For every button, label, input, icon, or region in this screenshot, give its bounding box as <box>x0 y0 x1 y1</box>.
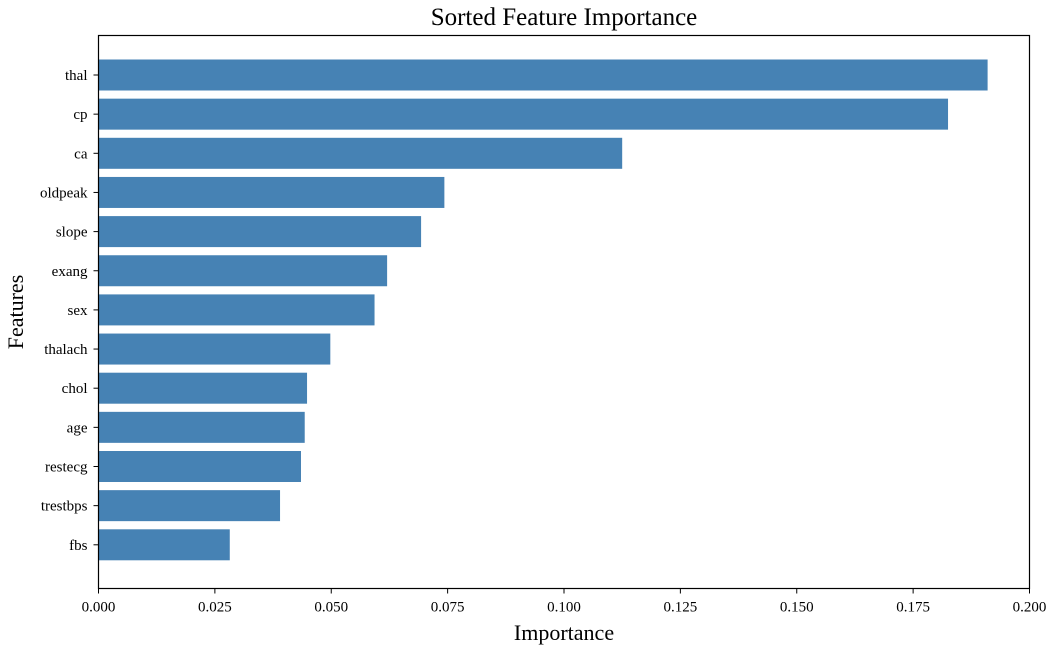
y-tick-label: slope <box>56 225 88 241</box>
bar-age <box>98 411 305 443</box>
x-tick-label: 0.175 <box>896 600 930 616</box>
bar-ca <box>98 137 623 169</box>
x-tick-label: 0.000 <box>82 600 116 616</box>
bars-group <box>98 59 988 561</box>
bar-chol <box>98 372 308 404</box>
bar-oldpeak <box>98 176 445 208</box>
y-tick-label: trestbps <box>41 499 88 515</box>
x-axis-label: Importance <box>514 620 614 645</box>
bar-trestbps <box>98 490 281 522</box>
y-tick-label: ca <box>74 146 88 162</box>
x-tick-label: 0.050 <box>314 600 348 616</box>
x-tick-label: 0.075 <box>431 600 465 616</box>
x-tick-label: 0.100 <box>547 600 581 616</box>
bar-fbs <box>98 529 230 561</box>
bar-thalach <box>98 333 331 365</box>
plot-frame <box>97 34 1031 590</box>
y-tick-label: oldpeak <box>40 185 88 201</box>
y-tick-label: sex <box>68 303 88 319</box>
y-tick-label: cp <box>73 107 87 123</box>
chart-title: Sorted Feature Importance <box>431 4 698 31</box>
y-tick-label: chol <box>62 381 88 397</box>
y-tick-label: age <box>67 420 88 436</box>
bar-restecg <box>98 451 301 482</box>
y-tick-label: exang <box>52 264 88 280</box>
x-tick-label: 0.125 <box>664 600 698 616</box>
bar-cp <box>98 98 949 130</box>
bar-thal <box>98 59 988 91</box>
bar-sex <box>98 294 375 326</box>
y-ticks-group: thal cp ca oldpeak slope exang sex thalach chol a… <box>40 68 99 554</box>
y-tick-label: fbs <box>69 538 87 554</box>
bar-exang <box>98 255 388 287</box>
y-tick-label: thalach <box>44 342 88 358</box>
bar-slope <box>98 216 422 248</box>
y-axis-label: Features <box>3 275 28 350</box>
x-tick-label: 0.200 <box>1013 600 1047 616</box>
x-tick-label: 0.150 <box>780 600 814 616</box>
y-tick-label: thal <box>65 68 88 84</box>
x-tick-label: 0.025 <box>198 600 232 616</box>
y-tick-label: restecg <box>45 460 88 476</box>
x-ticks-group: 0.000 0.025 0.050 0.075 0.100 0.125 0.150 0.175… <box>82 588 1047 616</box>
